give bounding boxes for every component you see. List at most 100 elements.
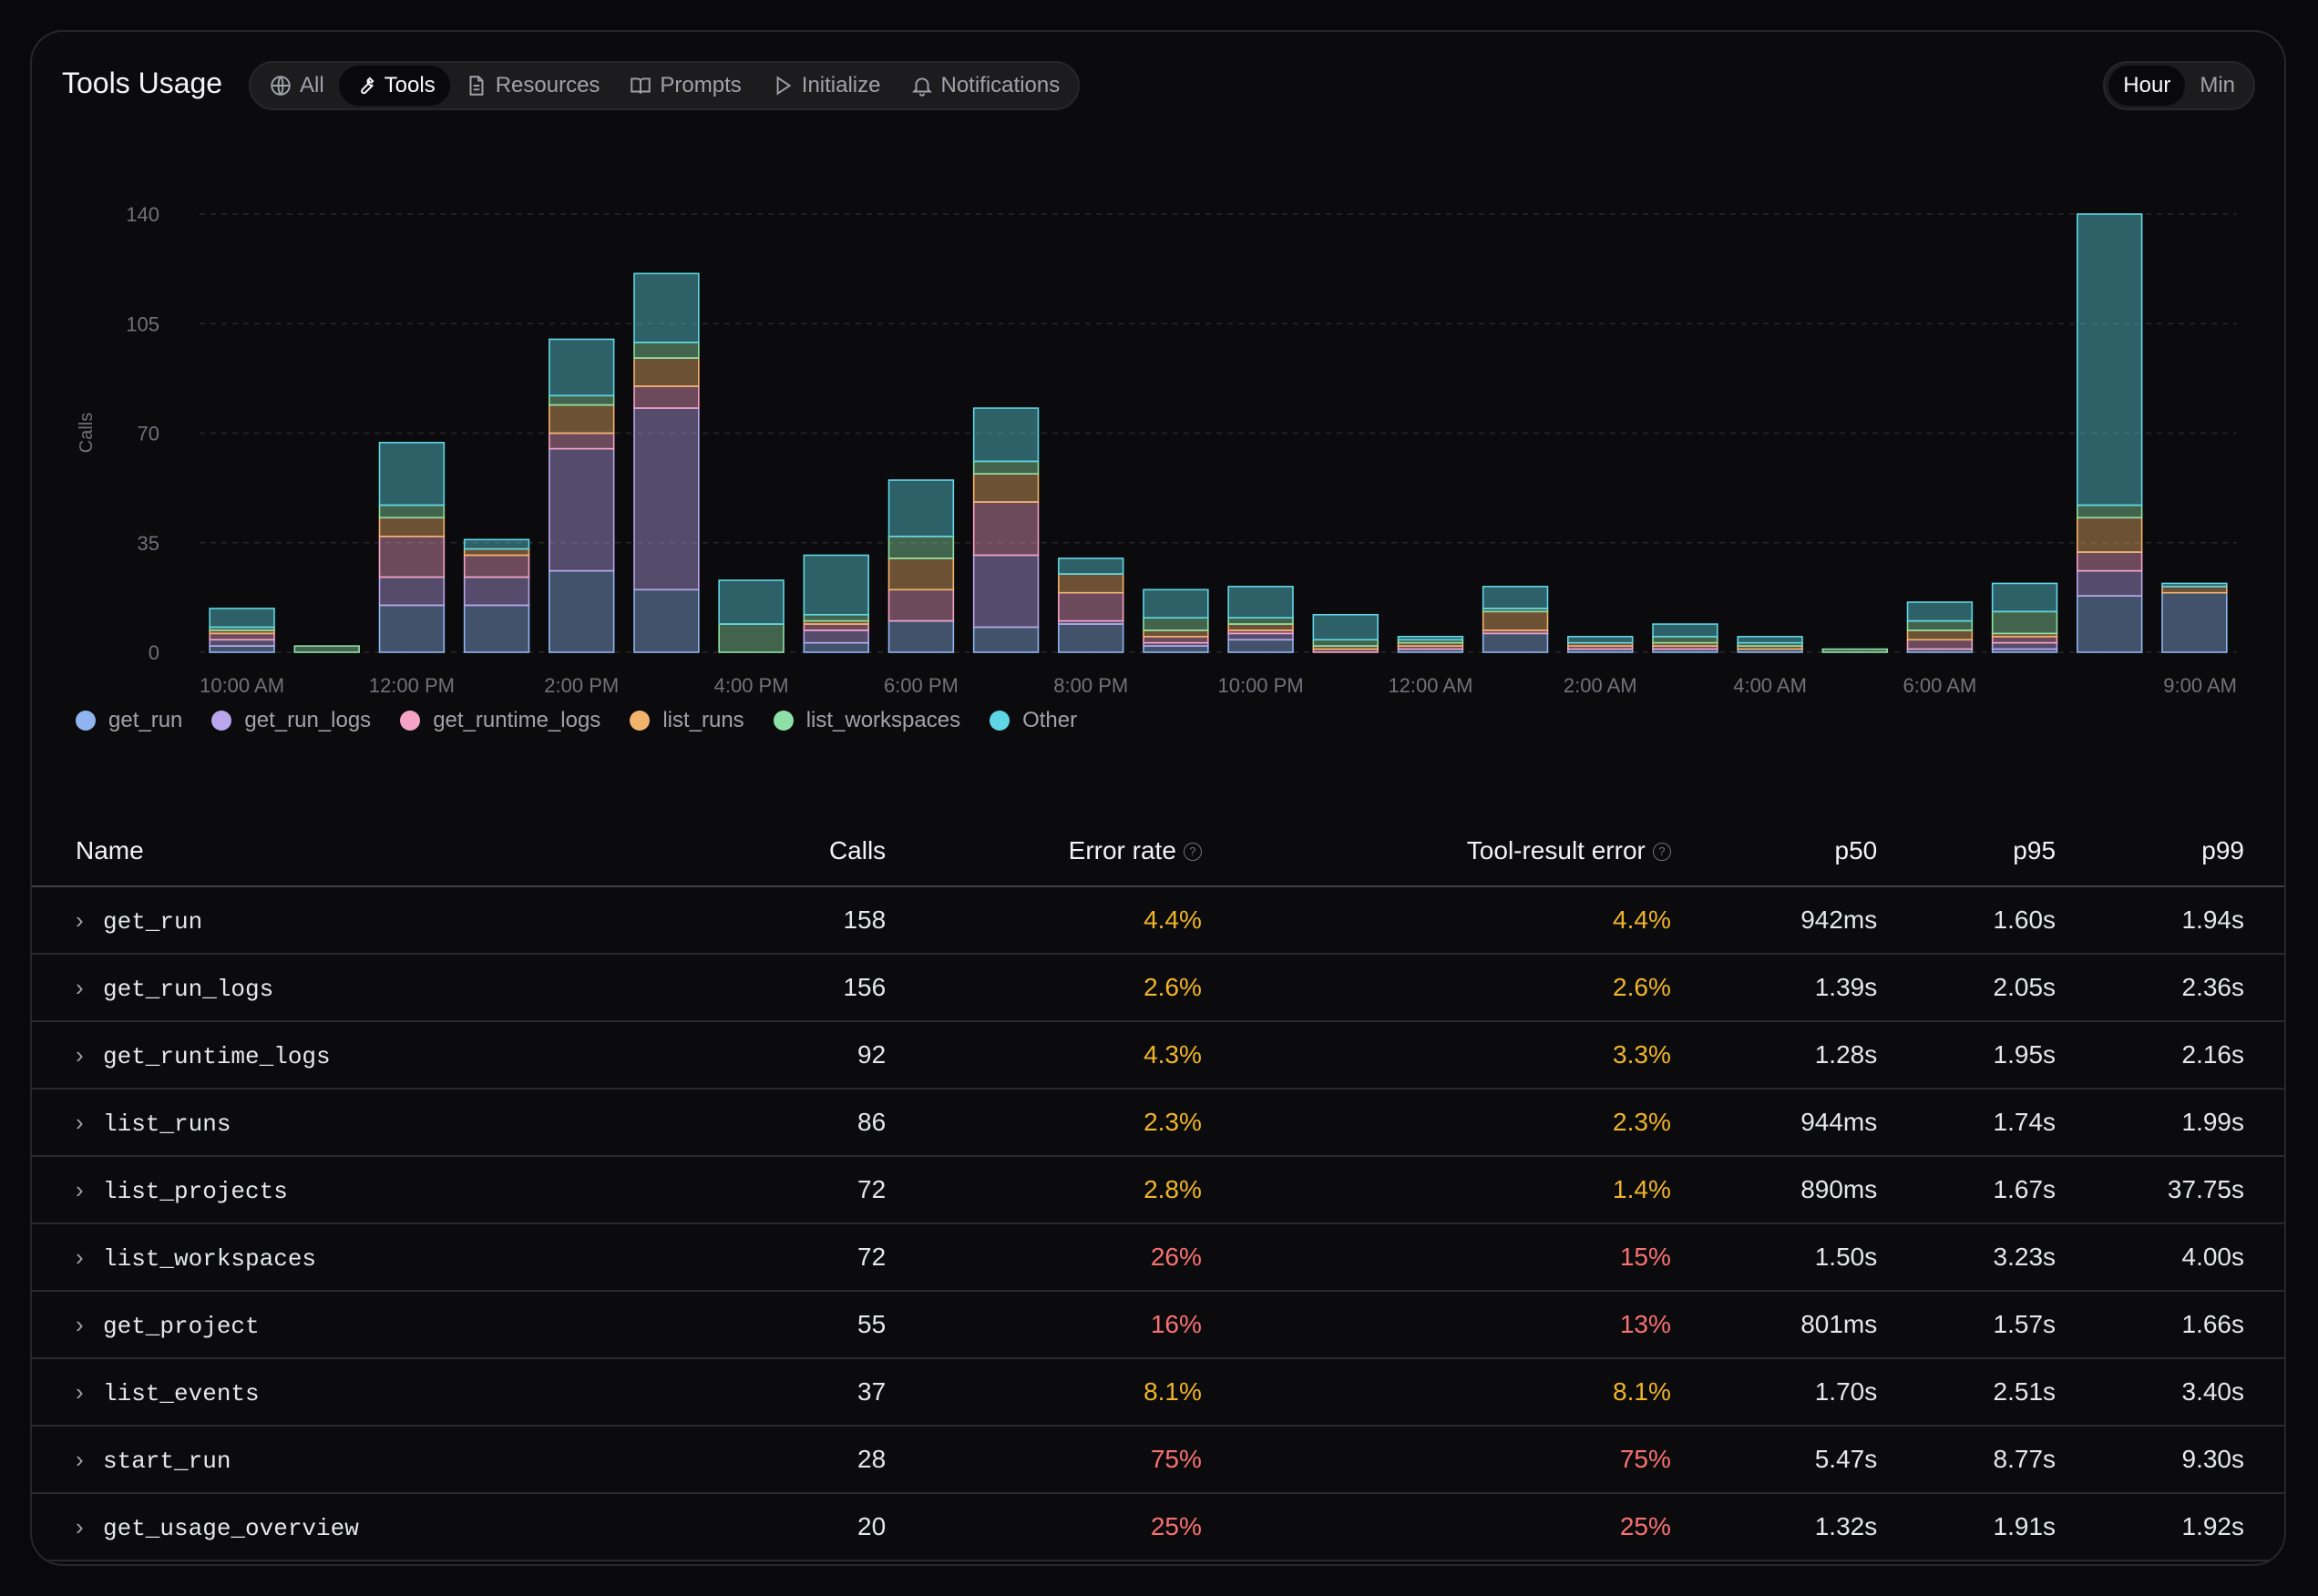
bar-segment-get_run_logs[interactable] [549, 447, 615, 572]
bar-segment-get_runtime_logs[interactable] [2077, 551, 2143, 572]
chevron-right-icon[interactable]: › [76, 1108, 84, 1136]
col-name[interactable]: Name [32, 815, 627, 887]
hour-button[interactable]: Hour [2108, 66, 2186, 106]
tab-notifications[interactable]: Notifications [896, 66, 1075, 106]
bar-segment-get_run[interactable] [378, 604, 446, 653]
bar-segment-get_run[interactable] [1482, 632, 1549, 653]
bar-segment-get_run[interactable] [633, 588, 700, 653]
bar-segment-list_runs[interactable] [1143, 629, 1209, 638]
bar-segment-list_runs[interactable] [887, 558, 955, 591]
bar-segment-get_run[interactable] [1227, 639, 1294, 653]
bar-segment-list_workspaces[interactable] [549, 394, 615, 406]
bar-segment-get_runtime_logs[interactable] [463, 554, 530, 578]
bar-segment-list_workspaces[interactable] [1227, 617, 1294, 625]
bar-segment-Other[interactable] [1312, 613, 1379, 641]
bar-segment-get_run_logs[interactable] [803, 629, 869, 644]
bar-segment-list_runs[interactable] [2161, 586, 2228, 594]
bar-segment-list_workspaces[interactable] [1312, 639, 1379, 647]
bar-segment-Other[interactable] [2161, 582, 2228, 588]
bar-segment-get_run_logs[interactable] [1991, 641, 2058, 650]
chevron-right-icon[interactable]: › [76, 973, 84, 1001]
bar-segment-get_run[interactable] [887, 619, 955, 653]
legend-item[interactable]: get_runtime_logs [400, 708, 600, 733]
bar-segment-list_workspaces[interactable] [803, 613, 869, 622]
col-tool-result-error[interactable]: Tool-result error? [1202, 815, 1672, 887]
bar-segment-list_workspaces[interactable] [2077, 504, 2143, 519]
bar-segment-Other[interactable] [1652, 623, 1718, 638]
bar-segment-get_run[interactable] [972, 626, 1040, 653]
bar-segment-Other[interactable] [1397, 636, 1464, 641]
bar-segment-list_workspaces[interactable] [972, 460, 1040, 475]
bar-segment-get_runtime_logs[interactable] [1143, 636, 1209, 644]
col-p50[interactable]: p50 [1671, 815, 1879, 887]
bar-segment-get_runtime_logs[interactable] [378, 536, 446, 578]
table-row[interactable]: › start_run 28 75% 75% 5.47s 8.77s 9.30s [32, 1426, 2284, 1494]
bar-segment-Other[interactable] [549, 338, 615, 397]
bar-segment-get_run_logs[interactable] [633, 407, 700, 591]
bar-segment-list_runs[interactable] [1227, 623, 1294, 631]
help-icon[interactable]: ? [1183, 843, 1202, 862]
bar-segment-list_workspaces[interactable] [887, 536, 955, 559]
bar-segment-list_workspaces[interactable] [1821, 648, 1888, 653]
bar-segment-get_run[interactable] [209, 645, 275, 653]
bar-segment-Other[interactable] [1227, 586, 1294, 619]
bar-segment-get_run_logs[interactable] [2077, 569, 2143, 597]
bar-segment-get_runtime_logs[interactable] [972, 501, 1040, 557]
bar-segment-list_workspaces[interactable] [1143, 617, 1209, 631]
bar-segment-get_runtime_logs[interactable] [209, 632, 275, 641]
legend-item[interactable]: get_run_logs [211, 708, 371, 733]
bar-segment-list_workspaces[interactable] [718, 623, 785, 653]
bar-segment-Other[interactable] [972, 407, 1040, 463]
col-p95[interactable]: p95 [1878, 815, 2057, 887]
tab-prompts[interactable]: Prompts [614, 66, 755, 106]
chevron-right-icon[interactable]: › [76, 1175, 84, 1203]
bar-segment-list_workspaces[interactable] [1906, 619, 1974, 631]
bar-segment-list_workspaces[interactable] [378, 504, 446, 519]
bar-segment-list_runs[interactable] [463, 547, 530, 557]
help-icon[interactable]: ? [1652, 843, 1671, 862]
bar-segment-list_workspaces[interactable] [1991, 610, 2058, 635]
bar-segment-list_runs[interactable] [549, 404, 615, 435]
tab-resources[interactable]: Resources [450, 66, 615, 106]
bar-segment-get_run_logs[interactable] [378, 576, 446, 607]
tab-initialize[interactable]: Initialize [756, 66, 896, 106]
min-button[interactable]: Min [2200, 73, 2235, 97]
bar-segment-list_workspaces[interactable] [633, 342, 700, 359]
col-p99[interactable]: p99 [2056, 815, 2284, 887]
table-row[interactable]: › list_runs 86 2.3% 2.3% 944ms 1.74s 1.99s [32, 1089, 2284, 1157]
bar-segment-list_runs[interactable] [633, 357, 700, 387]
table-row[interactable]: › list_workspaces 72 26% 15% 1.50s 3.23s 4.00s [32, 1223, 2284, 1292]
table-row[interactable]: › get_runtime_logs 92 4.3% 3.3% 1.28s 1.95s 2.1… [32, 1021, 2284, 1090]
table-row[interactable]: › get_usage_overview 20 25% 25% 1.32s 1.91s 1.9… [32, 1493, 2284, 1561]
bar-segment-get_run[interactable] [1058, 623, 1124, 653]
bar-segment-Other[interactable] [378, 442, 446, 506]
bar-segment-get_run[interactable] [2161, 591, 2228, 653]
bar-segment-get_runtime_logs[interactable] [1991, 636, 2058, 644]
table-row[interactable]: › list_events 37 8.1% 8.1% 1.70s 2.51s 3.40s [32, 1358, 2284, 1427]
bar-segment-Other[interactable] [887, 479, 955, 537]
tab-all[interactable]: All [254, 66, 339, 106]
col-calls[interactable]: Calls [626, 815, 887, 887]
bar-segment-get_runtime_logs[interactable] [549, 432, 615, 450]
bar-segment-Other[interactable] [1906, 601, 1974, 622]
bar-segment-Other[interactable] [1482, 586, 1549, 609]
bar-segment-get_runtime_logs[interactable] [1906, 639, 1974, 650]
bar-segment-Other[interactable] [463, 538, 530, 550]
chevron-right-icon[interactable]: › [76, 1040, 84, 1069]
legend-item[interactable]: get_run [76, 708, 182, 733]
bar-segment-Other[interactable] [803, 554, 869, 616]
bar-segment-list_runs[interactable] [2077, 517, 2143, 553]
chevron-right-icon[interactable]: › [76, 1512, 84, 1540]
bar-segment-get_run[interactable] [463, 604, 530, 653]
bar-segment-get_runtime_logs[interactable] [803, 623, 869, 631]
bar-segment-list_runs[interactable] [1058, 573, 1124, 594]
table-row[interactable]: › get_project 55 16% 13% 801ms 1.57s 1.66s [32, 1291, 2284, 1359]
bar-segment-get_run_logs[interactable] [463, 576, 530, 607]
tab-tools[interactable]: Tools [338, 66, 450, 106]
bar-segment-Other[interactable] [1058, 558, 1124, 575]
bar-segment-Other[interactable] [1143, 588, 1209, 619]
bar-segment-list_runs[interactable] [1482, 610, 1549, 631]
bar-segment-Other[interactable] [1567, 636, 1634, 644]
bar-segment-get_run[interactable] [803, 641, 869, 653]
bar-segment-Other[interactable] [633, 272, 700, 343]
